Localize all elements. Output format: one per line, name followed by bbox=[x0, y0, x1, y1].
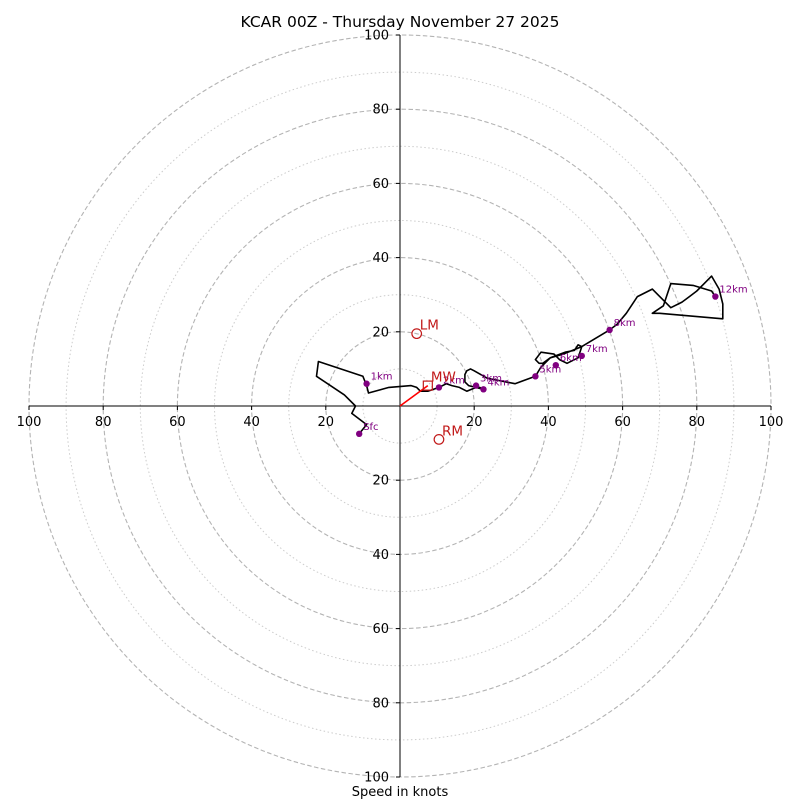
storm-motion-label-MW: MW bbox=[431, 370, 456, 386]
y-tick-label: 100 bbox=[364, 771, 389, 786]
height-marker-4km bbox=[480, 386, 487, 393]
height-label-7km: 7km bbox=[586, 344, 608, 355]
y-tick-label: 20 bbox=[372, 325, 389, 340]
x-axis-label: Speed in knots bbox=[352, 785, 449, 800]
height-label-4km: 4km bbox=[487, 377, 509, 388]
y-tick-label: 40 bbox=[372, 251, 389, 266]
y-tick-label: 80 bbox=[372, 103, 389, 118]
x-tick-label: 100 bbox=[759, 415, 784, 430]
x-tick-label: 60 bbox=[614, 415, 631, 430]
height-label-5km: 5km bbox=[539, 364, 561, 375]
x-tick-label: 20 bbox=[466, 415, 483, 430]
height-label-12km: 12km bbox=[719, 285, 747, 296]
height-label-3km: 3km bbox=[480, 374, 502, 385]
y-tick-label: 60 bbox=[372, 622, 389, 637]
x-tick-label: 40 bbox=[540, 415, 557, 430]
x-tick-label: 80 bbox=[95, 415, 112, 430]
height-marker-5km bbox=[532, 373, 539, 380]
height-marker-6km bbox=[552, 361, 560, 369]
y-tick-label: 40 bbox=[372, 548, 389, 563]
y-tick-label: 60 bbox=[372, 177, 389, 192]
storm-motion-label-RM: RM bbox=[442, 423, 463, 439]
hodograph-trace bbox=[315, 275, 724, 435]
height-label-Sfc: Sfc bbox=[363, 422, 378, 433]
chart-title: KCAR 00Z - Thursday November 27 2025 bbox=[241, 13, 560, 31]
x-tick-label: 80 bbox=[689, 415, 706, 430]
y-tick-label: 80 bbox=[372, 696, 389, 711]
height-marker-1km bbox=[363, 380, 370, 387]
storm-motion-layer: LM MW RM bbox=[399, 318, 463, 445]
height-marker-8km bbox=[606, 326, 613, 334]
storm-motion-MW bbox=[422, 380, 433, 391]
x-tick-label: 100 bbox=[17, 415, 42, 430]
storm-motion-label-LM: LM bbox=[420, 318, 439, 334]
height-marker-7km bbox=[578, 352, 585, 360]
y-tick-label: 100 bbox=[364, 29, 389, 44]
y-tick-label: 20 bbox=[372, 474, 389, 489]
height-label-2km: 2km bbox=[443, 375, 465, 386]
x-tick-label: 20 bbox=[318, 415, 335, 430]
height-marker-12km bbox=[712, 293, 719, 300]
height-label-8km: 8km bbox=[614, 318, 636, 329]
height-marker-2km bbox=[435, 384, 443, 391]
storm-motion-LM bbox=[411, 328, 423, 340]
height-marker-Sfc bbox=[355, 430, 363, 438]
height-marker-3km bbox=[472, 382, 480, 389]
x-tick-label: 60 bbox=[169, 415, 186, 430]
height-label-6km: 6km bbox=[560, 353, 582, 364]
wind-trace-layer bbox=[315, 275, 724, 435]
height-label-1km: 1km bbox=[371, 372, 393, 383]
x-tick-label: 40 bbox=[243, 415, 260, 430]
axis-ticks: 100 80 60 40 20 20 40 60 80 100 100 80 60 40 20 20 40 60 8… bbox=[17, 29, 784, 786]
storm-motion-RM bbox=[433, 433, 445, 445]
